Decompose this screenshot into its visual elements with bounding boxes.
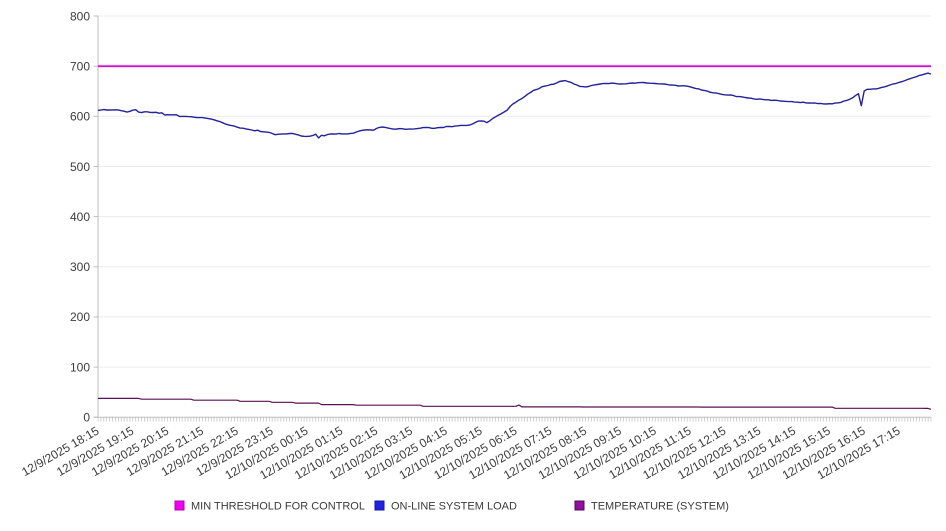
svg-text:200: 200 bbox=[70, 310, 90, 324]
svg-text:0: 0 bbox=[83, 411, 90, 425]
svg-text:600: 600 bbox=[70, 110, 90, 124]
svg-text:700: 700 bbox=[70, 60, 90, 74]
svg-text:300: 300 bbox=[70, 260, 90, 274]
svg-text:TEMPERATURE (SYSTEM): TEMPERATURE (SYSTEM) bbox=[591, 501, 729, 513]
svg-text:800: 800 bbox=[70, 9, 90, 23]
svg-text:ON-LINE SYSTEM LOAD: ON-LINE SYSTEM LOAD bbox=[391, 501, 517, 513]
svg-text:400: 400 bbox=[70, 210, 90, 224]
svg-text:MIN THRESHOLD FOR CONTROL: MIN THRESHOLD FOR CONTROL bbox=[191, 501, 365, 513]
svg-text:500: 500 bbox=[70, 160, 90, 174]
svg-text:100: 100 bbox=[70, 360, 90, 374]
